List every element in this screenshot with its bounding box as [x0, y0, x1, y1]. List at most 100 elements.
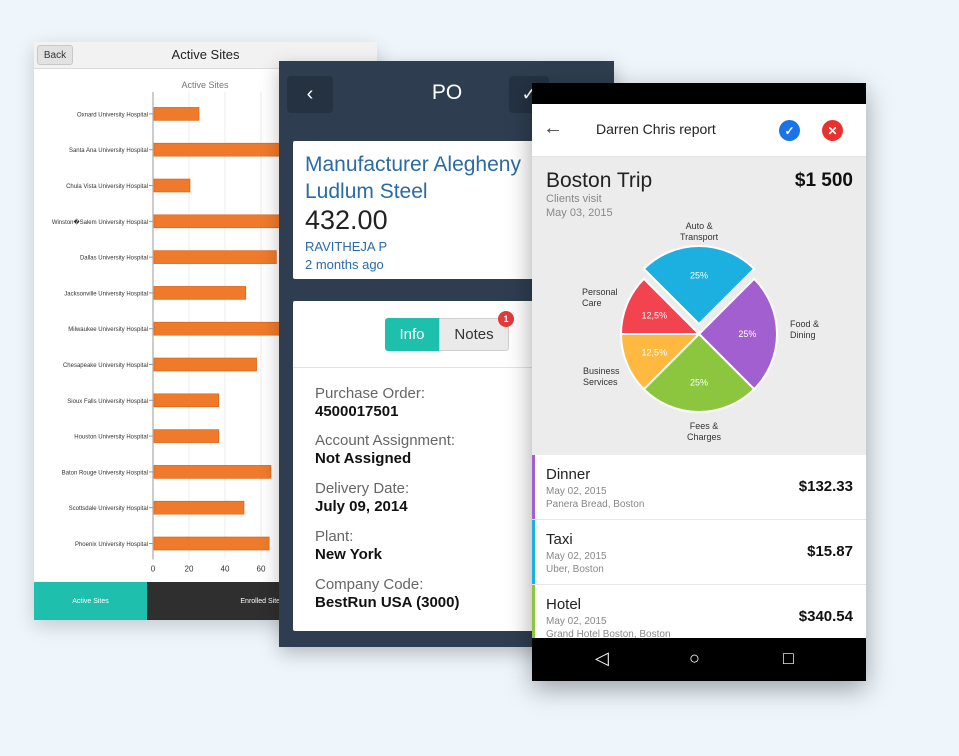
field-value: 4500017501 [315, 403, 399, 420]
android-nav-bar: ◁ ○ □ [532, 638, 866, 681]
category-label-personal: Personal Care [582, 287, 618, 308]
y-tick-label: Sioux Falls University Hospital [67, 399, 148, 405]
y-tick-label: Chesapeake University Hospital [63, 363, 148, 369]
trip-subtitle: Clients visit [546, 193, 602, 205]
expense-place: Uber, Boston [546, 564, 604, 575]
toolbar: ← Darren Chris report ✓ ✕ [532, 104, 866, 157]
field-label: Purchase Order: [315, 385, 426, 402]
field-label: Company Code: [315, 576, 424, 593]
y-tick-label: Oxnard University Hospital [77, 112, 148, 118]
report-title: Darren Chris report [596, 121, 716, 137]
trip-date: May 03, 2015 [546, 207, 613, 219]
trip-total: $1 500 [794, 170, 853, 191]
y-tick-label: Winston�Salem University Hospital [52, 218, 148, 226]
y-tick-label: Baton Rouge University Hospital [62, 470, 148, 476]
bar [153, 142, 284, 157]
bar [153, 393, 220, 408]
list-item[interactable]: Dinner May 02, 2015 Panera Bread, Boston… [532, 455, 866, 520]
chart-title: Active Sites [181, 80, 229, 90]
category-label-food: Food & Dining [790, 319, 820, 340]
bar [153, 250, 277, 264]
tab-active-sites[interactable]: Active Sites [34, 582, 147, 620]
bar [153, 214, 281, 229]
expense-amount: $132.33 [798, 478, 853, 495]
chevron-left-icon: ‹ [306, 83, 314, 105]
bar [153, 465, 272, 479]
slice-label: 25% [738, 329, 756, 339]
trip-name: Boston Trip [546, 169, 653, 192]
expense-name: Taxi [546, 531, 573, 548]
bar [153, 107, 200, 121]
tab-notes-label: Notes [454, 326, 494, 343]
expense-report-card: ← Darren Chris report ✓ ✕ 25% 25% 12,5% 12,… [532, 83, 866, 681]
list-item[interactable]: Taxi May 02, 2015 Uber, Boston $15.87 [532, 520, 866, 585]
field-label: Account Assignment: [315, 432, 456, 449]
field-value: BestRun USA (3000) [315, 594, 460, 611]
slice-label: 25% [690, 377, 708, 387]
y-tick-label: Dallas University Hospital [80, 256, 148, 262]
x-tick-label: 20 [185, 564, 194, 573]
y-tick-label: Santa Ana University Hospital [69, 148, 148, 154]
bar [153, 357, 257, 372]
nav-home-icon[interactable]: ○ [689, 648, 700, 668]
slice-label: 12,5% [642, 348, 668, 358]
back-button[interactable]: ‹ [287, 76, 333, 113]
expense-amount: $15.87 [807, 543, 853, 560]
tab-notes[interactable]: Notes 1 [439, 311, 514, 351]
field-value: New York [315, 546, 382, 563]
slice-label: 25% [690, 271, 708, 281]
expense-list: Dinner May 02, 2015 Panera Bread, Boston… [532, 455, 866, 650]
category-pie-chart: 25% 25% 12,5% 12,5% 25% [619, 245, 778, 413]
expense-date: May 02, 2015 [546, 616, 607, 627]
back-button[interactable]: Back [37, 45, 73, 65]
nav-recents-icon[interactable]: □ [783, 648, 794, 668]
bar [153, 536, 270, 551]
bar [153, 321, 286, 336]
cancel-button[interactable]: ✕ [822, 120, 843, 141]
category-color-bar [532, 520, 535, 584]
y-tick-label: Jacksonville University Hospital [64, 291, 148, 297]
pie-slice [642, 332, 756, 413]
y-tick-label: Chula Vista University Hospital [66, 184, 148, 190]
trip-summary: 25% 25% 12,5% 12,5% 25% Boston Trip $1 500 C… [532, 157, 866, 455]
notes-count-badge: 1 [498, 311, 514, 327]
expense-name: Dinner [546, 466, 591, 483]
x-tick-label: 40 [221, 564, 230, 573]
category-label-auto: Auto & Transport [680, 221, 719, 242]
field-plant: Plant: New York [315, 528, 382, 563]
segmented-control: Info Notes 1 [385, 311, 514, 351]
status-bar [532, 83, 866, 104]
field-purchase-order: Purchase Order: 4500017501 [315, 385, 425, 420]
y-tick-label: Phoenix University Hospital [75, 542, 148, 548]
x-tick-label: 0 [151, 564, 156, 573]
category-label-business: Business Services [583, 366, 620, 387]
category-label-fees: Fees & Charges [687, 421, 722, 442]
x-tick-label: 60 [257, 564, 266, 573]
divider [293, 367, 593, 368]
nav-back-icon[interactable]: ◁ [595, 648, 609, 668]
time-ago: 2 months ago [305, 257, 384, 272]
page-title: PO [431, 81, 463, 104]
field-value: July 09, 2014 [315, 498, 408, 515]
bar [153, 429, 220, 443]
expense-date: May 02, 2015 [546, 486, 607, 497]
tab-info[interactable]: Info [385, 318, 439, 351]
field-value: Not Assigned [315, 450, 412, 467]
expense-name: Hotel [546, 596, 582, 613]
requester-name[interactable]: RAVITHEJA P [305, 239, 388, 254]
active-sites-chart: Active Sites 0 20 40 60 Oxnard University Hos… [52, 80, 286, 573]
slice-label: 12,5% [642, 310, 668, 320]
confirm-button[interactable]: ✓ [779, 120, 800, 141]
field-label: Delivery Date: [315, 480, 410, 497]
y-tick-label: Milwaukee University Hospital [68, 327, 148, 333]
bar [153, 286, 247, 300]
pie-slice [619, 333, 702, 391]
po-amount: 432.00 [305, 205, 388, 235]
category-color-bar [532, 585, 535, 649]
arrow-left-icon[interactable]: ← [543, 117, 563, 139]
bar [153, 178, 191, 193]
field-label: Plant: [315, 528, 354, 545]
field-delivery-date: Delivery Date: July 09, 2014 [315, 480, 409, 515]
y-tick-label: Houston University Hospital [74, 435, 148, 441]
vendor-name: Manufacturer Alegheny Ludlum Steel [305, 153, 521, 203]
